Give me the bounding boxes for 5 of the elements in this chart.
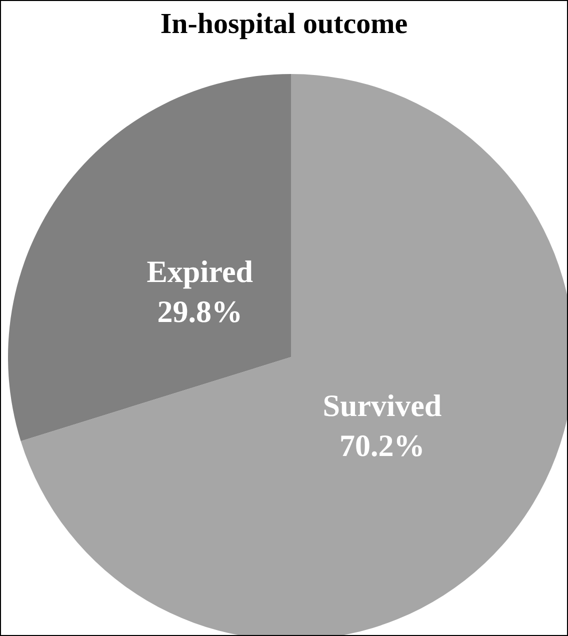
slice-label: Survived: [322, 388, 442, 424]
data-label: 70.2%: [340, 428, 425, 464]
data-label: 29.8%: [157, 294, 242, 329]
chart-title: In-hospital outcome: [160, 8, 408, 40]
slice-label: Expired: [146, 254, 253, 289]
